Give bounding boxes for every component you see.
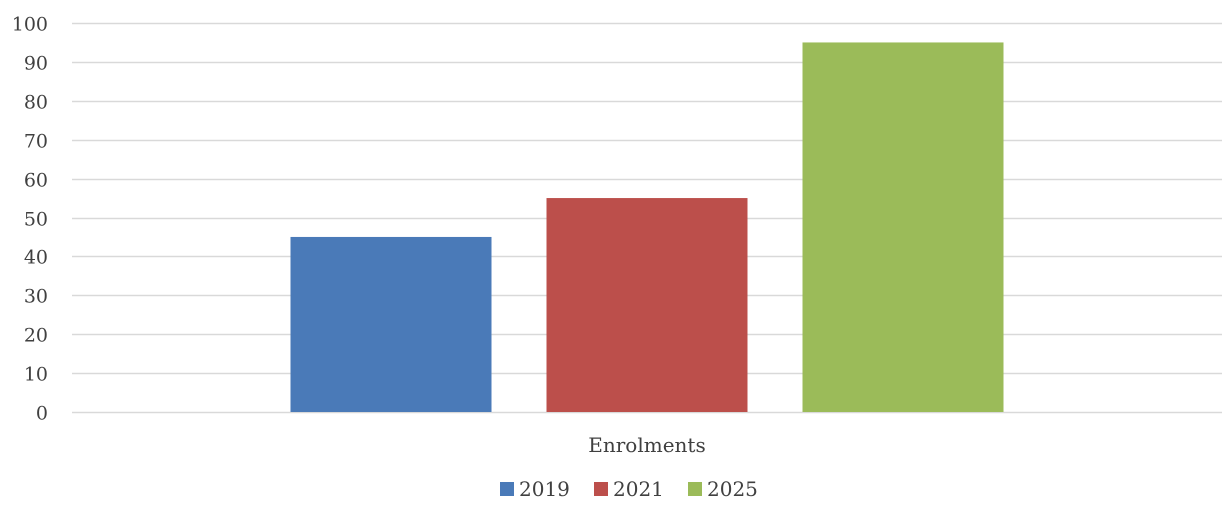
bar-2019 (290, 236, 492, 412)
y-tick-label: 20 (24, 325, 48, 347)
y-tick-label: 40 (24, 247, 48, 269)
legend-label-2025: 2025 (707, 477, 758, 501)
y-tick-label: 70 (24, 131, 48, 153)
bars (290, 42, 1004, 412)
legend-label-2021: 2021 (613, 477, 664, 501)
y-tick-label: 90 (24, 53, 48, 75)
y-tick-label: 30 (24, 286, 48, 308)
y-axis-tick-labels: 0 10 20 30 40 50 60 70 80 90 100 (12, 14, 48, 425)
y-tick-label: 0 (36, 403, 48, 425)
x-category-label: Enrolments (588, 433, 705, 457)
legend: 2019 2021 2025 (500, 477, 758, 501)
bar-2021 (546, 198, 748, 412)
legend-label-2019: 2019 (519, 477, 570, 501)
legend-swatch-2025 (688, 482, 702, 496)
y-tick-label: 10 (24, 364, 48, 386)
y-tick-label: 80 (24, 92, 48, 114)
x-axis-category-labels: Enrolments (588, 433, 705, 457)
bar-2025 (802, 42, 1004, 412)
legend-swatch-2021 (594, 482, 608, 496)
legend-swatch-2019 (500, 482, 514, 496)
y-tick-label: 60 (24, 170, 48, 192)
y-tick-label: 100 (12, 14, 48, 36)
y-tick-label: 50 (24, 209, 48, 231)
